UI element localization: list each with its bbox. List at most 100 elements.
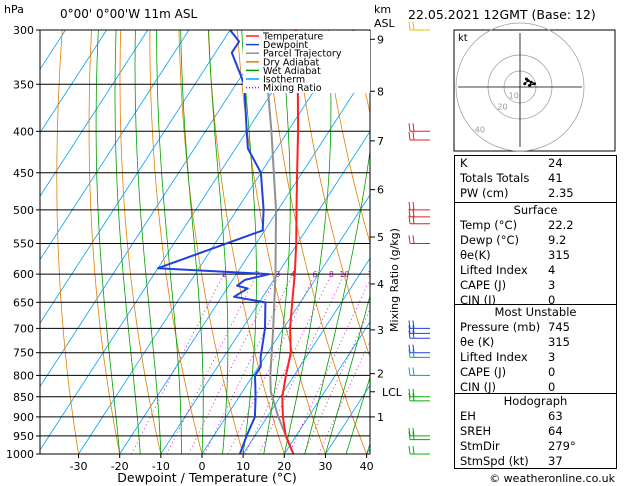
- indices-panel: K 24 Totals Totals 41 PW (cm) 2.35: [454, 155, 617, 203]
- surface-row: Temp (°C) 22.2: [460, 218, 574, 232]
- temperature-tick-label: -10: [152, 460, 170, 473]
- wind-barb-flag: [408, 131, 411, 141]
- pressure-tick-label: 500: [13, 204, 34, 217]
- hodograph-point: [529, 80, 533, 84]
- index-row: PW (cm) 2.35: [460, 186, 574, 200]
- pressure-tick-label: 400: [13, 125, 34, 138]
- hodograph-point: [524, 77, 528, 81]
- hodograph-point: [528, 83, 532, 87]
- km-tick-label: 5: [377, 231, 384, 244]
- surface-title: Surface: [513, 203, 558, 217]
- hodograph-stats-row: SREH 64: [460, 424, 563, 438]
- parcel-trajectory-line: [262, 30, 295, 454]
- wind-barb-flag: [408, 215, 411, 224]
- isotherm-line: [40, 30, 313, 451]
- pressure-tick-label: 750: [13, 347, 34, 360]
- surface-row: θe(K) 315: [460, 248, 570, 262]
- hpa-unit-label: hPa: [4, 3, 24, 16]
- pressure-tick-label: 450: [13, 167, 34, 180]
- most-unstable-row: Pressure (mb) 745: [460, 320, 570, 334]
- wind-barb-flag: [408, 320, 411, 329]
- surface-row: CIN (J) 0: [460, 293, 556, 307]
- most-unstable-panel: Most Unstable Pressure (mb) 745 θe (K) 315…: [454, 304, 617, 394]
- legend-label: Dewpoint: [263, 40, 308, 51]
- km-tick-label: 9: [377, 33, 384, 46]
- dry-adiabat-line: [56, 30, 79, 454]
- most-unstable-title: Most Unstable: [494, 305, 577, 319]
- pressure-tick-label: 950: [13, 430, 34, 443]
- dry-adiabat-line: [119, 30, 162, 454]
- datetime-label: 22.05.2021 12GMT (Base: 12): [408, 7, 596, 22]
- isotherm-line: [242, 257, 370, 454]
- wet-adiabat-line: [180, 30, 204, 454]
- wet-adiabat-line: [208, 30, 229, 454]
- wind-barb-flag: [412, 131, 415, 141]
- hodograph-stats-row: EH 63: [460, 409, 563, 423]
- isotherm-line: [40, 30, 149, 197]
- legend-label: Temperature: [262, 32, 323, 43]
- lcl-label: LCL: [382, 386, 403, 399]
- temperature-tick-label: 0: [199, 460, 206, 473]
- wet-adiabat-line: [345, 375, 370, 454]
- legend-label: Mixing Ratio: [263, 83, 322, 94]
- wind-barb-flag: [412, 235, 415, 244]
- wind-barbs: [408, 21, 430, 455]
- wind-barb-flag: [412, 208, 415, 217]
- wind-barb-flag: [412, 215, 415, 224]
- wind-barb-flag: [408, 325, 411, 334]
- dry-adiabat-line: [617, 30, 629, 454]
- hodograph-unit-label: kt: [458, 33, 468, 44]
- asl-unit-label: ASL: [374, 17, 396, 30]
- isotherm-line: [78, 30, 354, 454]
- legend-label: Parcel Trajectory: [263, 49, 342, 60]
- plot-frame: [39, 29, 371, 455]
- wind-barb-flag: [408, 235, 411, 244]
- hodograph-stats-panel: Hodograph EH 63 SREH 64 StmDir 279° StmSpd …: [454, 393, 617, 469]
- hodograph-stats-row: StmDir 279°: [460, 439, 576, 453]
- hodograph-frame: [453, 29, 616, 152]
- temperature-tick-label: 30: [318, 460, 332, 473]
- temperature-tick-label: -20: [111, 460, 129, 473]
- wind-barb-flag: [412, 330, 415, 339]
- legend-label: Dry Adiabat: [263, 57, 320, 68]
- legend-label: Isotherm: [263, 75, 305, 86]
- hodograph-ring: [455, 22, 585, 152]
- profiles: [156, 30, 300, 454]
- isotherm-line: [160, 130, 370, 454]
- copyright-label: © weatheronline.co.uk: [489, 472, 615, 485]
- km-unit-label: km: [374, 3, 391, 16]
- km-tick-label: 1: [377, 411, 384, 424]
- isotherm-line: [119, 67, 370, 454]
- most-unstable-row: CAPE (J) 0: [460, 365, 556, 379]
- wind-barb-flag: [408, 330, 411, 339]
- hodograph-ring-label: 40: [475, 125, 485, 134]
- wind-barb-flag: [412, 388, 415, 397]
- mixing-ratio-line: [188, 273, 279, 454]
- axes: 3003504004505005506006507007508008509009…: [6, 24, 403, 473]
- wet-adiabat-line: [156, 30, 182, 454]
- wind-barb-flag: [412, 445, 415, 455]
- km-tick-label: 3: [377, 324, 384, 337]
- dry-adiabat-line: [324, 30, 370, 245]
- wind-barb-flag: [412, 431, 415, 440]
- km-tick-label: 6: [377, 184, 384, 197]
- dewpoint-line: [156, 30, 271, 454]
- isotherm-line: [40, 30, 190, 261]
- km-tick-label: 7: [377, 135, 384, 148]
- wind-barb-flag: [408, 208, 411, 217]
- pressure-tick-label: 700: [13, 322, 34, 335]
- wind-barb-flag: [412, 349, 415, 358]
- wind-barb-flag: [412, 123, 415, 132]
- wind-barb-flag: [408, 21, 411, 31]
- pressure-tick-label: 550: [13, 237, 34, 250]
- wind-barb-flag: [412, 201, 415, 210]
- km-tick-label: 4: [377, 278, 384, 291]
- isotherm-line: [40, 30, 272, 388]
- km-tick-label: 8: [377, 85, 384, 98]
- temperature-tick-label: 10: [236, 460, 250, 473]
- temperature-line: [281, 30, 300, 454]
- wind-barb-flag: [412, 21, 415, 31]
- wind-barb-flag: [408, 388, 411, 397]
